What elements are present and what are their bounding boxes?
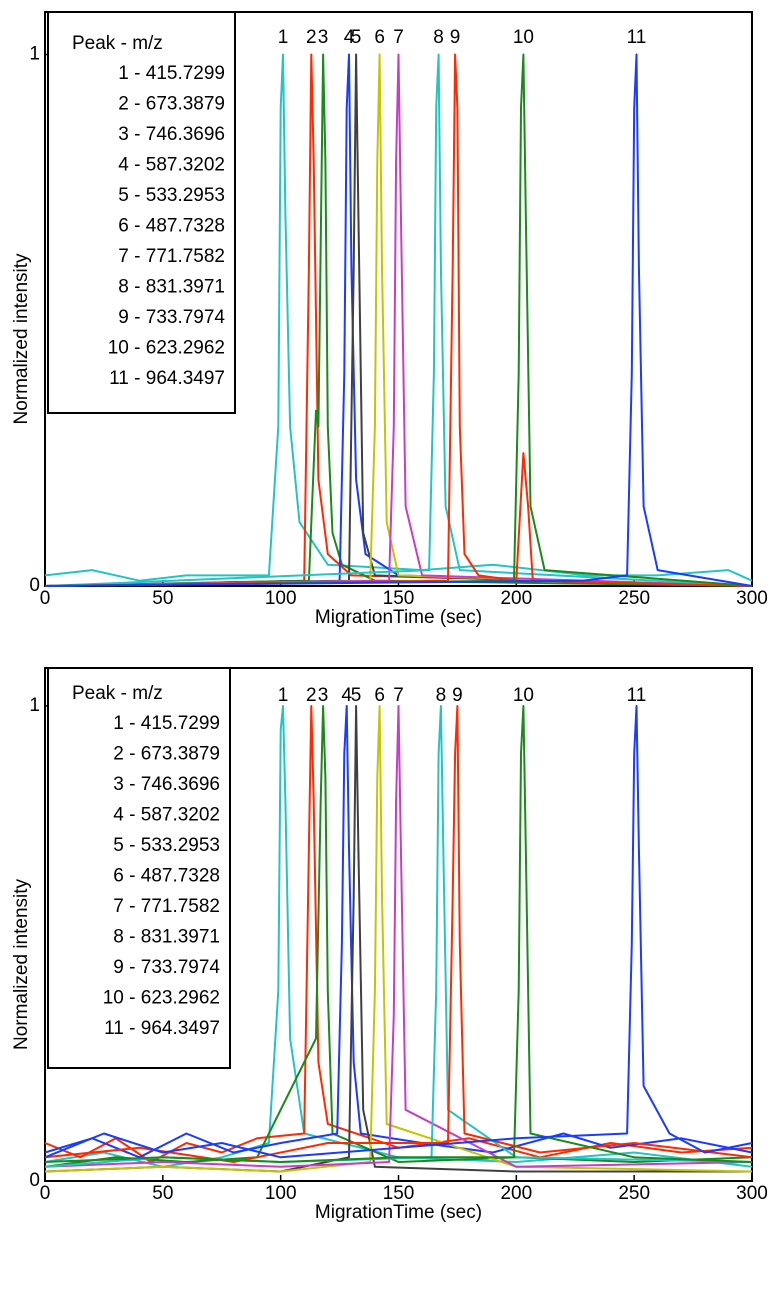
y-axis-label: Normalized intensity xyxy=(11,878,32,1050)
peak-label: 1 xyxy=(278,685,289,706)
legend-box xyxy=(47,667,231,1069)
peak-label: 7 xyxy=(393,27,404,48)
legend-entry: 1 - 415.7299 xyxy=(113,713,220,734)
legend-entry: 8 - 831.3971 xyxy=(118,277,225,298)
chart: 0 50 100 150 200 250 300 0 1 MigrationTime (sec) N… xyxy=(11,11,768,628)
legend-entry: 11 - 964.3497 xyxy=(109,368,225,389)
legend-entry: 6 - 487.7328 xyxy=(118,216,225,237)
x-tick-label: 100 xyxy=(265,588,297,609)
series-line xyxy=(44,53,753,587)
legend-title: Peak - m/z xyxy=(72,683,163,704)
peak-label: 5 xyxy=(351,27,362,48)
peak-label: 8 xyxy=(436,685,447,706)
y-tick-label: 1 xyxy=(29,695,40,716)
series-line xyxy=(44,705,753,1168)
series-line xyxy=(44,53,753,587)
legend-entry: 1 - 415.7299 xyxy=(118,63,225,84)
legend-box xyxy=(47,11,236,414)
x-tick-label: 50 xyxy=(152,588,173,609)
y-tick-label: 1 xyxy=(29,44,40,65)
peak-label: 5 xyxy=(351,685,362,706)
series-line xyxy=(44,53,753,587)
legend-entry: 9 - 733.7974 xyxy=(118,307,225,328)
legend-entry: 3 - 746.3696 xyxy=(113,774,220,795)
series-line xyxy=(44,53,753,587)
legend-entry: 5 - 533.2953 xyxy=(113,835,220,856)
y-axis-label: Normalized intensity xyxy=(11,253,32,425)
legend-entry: 8 - 831.3971 xyxy=(113,927,220,948)
legend-entry: 3 - 746.3696 xyxy=(118,124,225,145)
series-line xyxy=(44,53,753,582)
legend-entry: 11 - 964.3497 xyxy=(104,1018,220,1039)
peak-label: 2 xyxy=(306,685,317,706)
legend-entry: 9 - 733.7974 xyxy=(113,957,220,978)
series-line xyxy=(44,53,753,587)
legend-entry: 5 - 533.2953 xyxy=(118,185,225,206)
peak-label: 3 xyxy=(318,685,329,706)
legend-entry: 2 - 673.3879 xyxy=(118,94,225,115)
x-tick-label: 150 xyxy=(383,588,415,609)
x-tick-label: 0 xyxy=(40,1183,51,1204)
x-tick-label: 300 xyxy=(736,1183,768,1204)
legend-entry: 4 - 587.3202 xyxy=(118,155,225,176)
peak-label: 3 xyxy=(318,27,329,48)
legend-entry: 6 - 487.7328 xyxy=(113,866,220,887)
legend-entry: 10 - 623.2962 xyxy=(103,988,220,1009)
legend-entry: 2 - 673.3879 xyxy=(113,744,220,765)
x-tick-label: 150 xyxy=(383,1183,415,1204)
peak-label: 10 xyxy=(513,27,534,48)
series-line xyxy=(44,53,753,587)
peak-label: 6 xyxy=(374,27,385,48)
peak-label: 9 xyxy=(450,27,461,48)
peak-label: 4 xyxy=(341,685,352,706)
peak-label: 8 xyxy=(433,27,444,48)
x-tick-label: 250 xyxy=(618,588,650,609)
series-line xyxy=(44,53,753,587)
x-tick-label: 300 xyxy=(736,588,768,609)
peak-label: 7 xyxy=(393,685,404,706)
x-tick-label: 0 xyxy=(40,588,51,609)
legend-entry: 7 - 771.7582 xyxy=(118,246,225,267)
x-axis-label: MigrationTime (sec) xyxy=(315,1202,482,1223)
peak-label: 6 xyxy=(374,685,385,706)
peak-label: 2 xyxy=(306,27,317,48)
legend-entry: 10 - 623.2962 xyxy=(108,338,225,359)
series-line xyxy=(44,705,753,1159)
x-tick-label: 200 xyxy=(500,1183,532,1204)
y-tick-label: 0 xyxy=(29,575,40,596)
series-line xyxy=(44,53,753,587)
x-tick-label: 50 xyxy=(152,1183,173,1204)
chart: 0 50 100 150 200 250 300 0 1 MigrationTime (sec) N… xyxy=(11,667,768,1223)
peak-label: 4 xyxy=(344,27,355,48)
peak-label: 11 xyxy=(627,27,647,48)
legend-entry: 7 - 771.7582 xyxy=(113,896,220,917)
series-line xyxy=(44,53,753,587)
series-line xyxy=(44,705,753,1173)
legend-entry: 4 - 587.3202 xyxy=(113,805,220,826)
series-line xyxy=(44,53,753,587)
x-tick-label: 200 xyxy=(500,588,532,609)
peak-label: 10 xyxy=(513,685,534,706)
peak-label: 11 xyxy=(627,685,647,706)
x-tick-label: 250 xyxy=(618,1183,650,1204)
x-axis-label: MigrationTime (sec) xyxy=(315,607,482,628)
series-line xyxy=(44,705,753,1159)
peak-label: 9 xyxy=(452,685,463,706)
legend-title: Peak - m/z xyxy=(72,33,163,54)
y-tick-label: 0 xyxy=(29,1170,40,1191)
peak-label: 1 xyxy=(278,27,289,48)
series-line xyxy=(44,705,753,1163)
x-tick-label: 100 xyxy=(265,1183,297,1204)
